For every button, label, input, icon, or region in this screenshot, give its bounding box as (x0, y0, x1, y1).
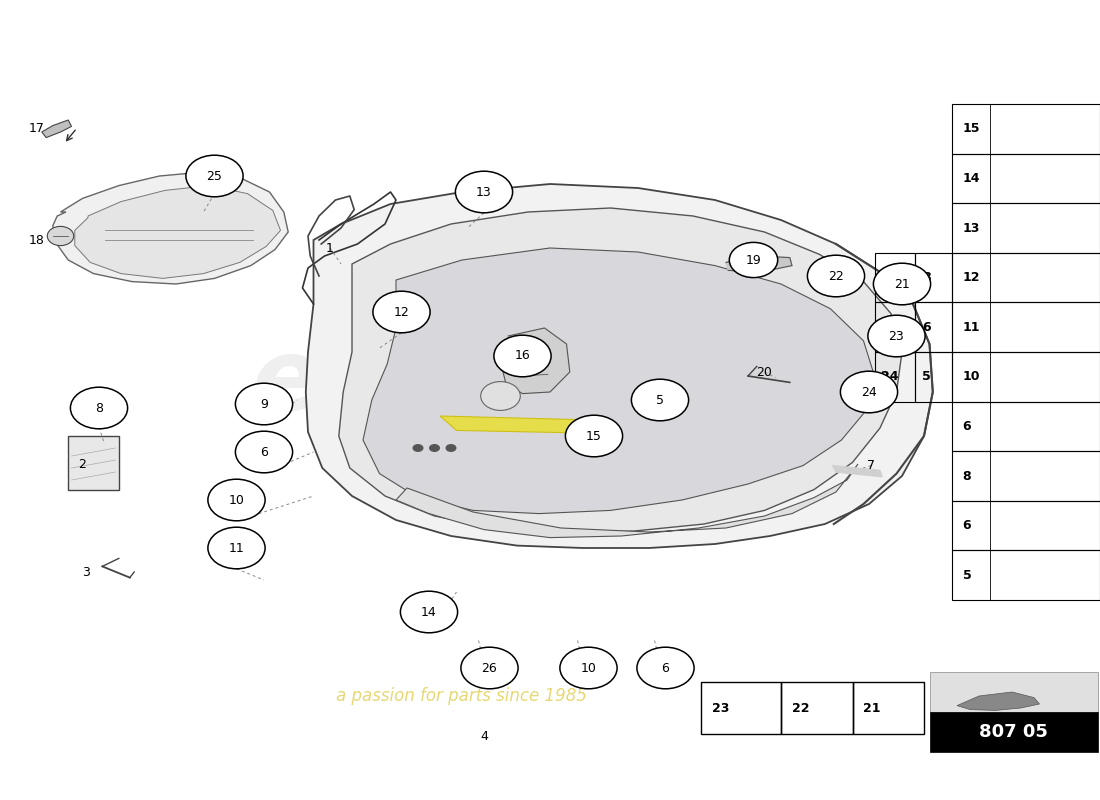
Text: 807 05: 807 05 (979, 723, 1048, 741)
Circle shape (481, 382, 520, 410)
Circle shape (186, 155, 243, 197)
Text: 6: 6 (962, 420, 971, 433)
Polygon shape (833, 466, 882, 477)
Polygon shape (930, 672, 1098, 712)
Text: 24: 24 (881, 370, 899, 383)
Text: 6: 6 (260, 446, 268, 458)
Text: 26: 26 (482, 662, 497, 674)
Text: 15: 15 (962, 122, 980, 135)
Text: 1: 1 (326, 242, 334, 254)
Circle shape (873, 263, 931, 305)
Circle shape (400, 591, 458, 633)
Text: 10: 10 (229, 494, 244, 506)
Text: 13: 13 (962, 222, 980, 234)
Text: 24: 24 (861, 386, 877, 398)
Text: 14: 14 (421, 606, 437, 618)
Text: 14: 14 (962, 172, 980, 185)
Circle shape (455, 171, 513, 213)
Circle shape (631, 379, 689, 421)
Text: 23: 23 (889, 330, 904, 342)
Text: 7: 7 (867, 459, 876, 472)
Circle shape (637, 647, 694, 689)
Text: 15: 15 (586, 430, 602, 442)
Text: 20: 20 (757, 366, 772, 378)
Text: 6: 6 (661, 662, 670, 674)
Text: 6: 6 (922, 321, 931, 334)
Text: 18: 18 (29, 234, 44, 246)
Circle shape (840, 371, 898, 413)
Text: 25: 25 (881, 321, 899, 334)
Text: 8: 8 (95, 402, 103, 414)
Text: 19: 19 (746, 254, 761, 266)
Circle shape (70, 387, 128, 429)
Text: 25: 25 (207, 170, 222, 182)
Text: europarts: europarts (252, 335, 804, 433)
Text: 11: 11 (229, 542, 244, 554)
Text: 10: 10 (581, 662, 596, 674)
Text: 6: 6 (962, 519, 971, 532)
Polygon shape (75, 186, 280, 278)
Circle shape (565, 415, 623, 457)
Text: 10: 10 (962, 370, 980, 383)
Text: 8: 8 (962, 470, 971, 482)
Circle shape (446, 444, 456, 452)
Text: 1985: 1985 (443, 347, 657, 421)
Text: a passion for parts since 1985: a passion for parts since 1985 (337, 687, 587, 705)
Text: 3: 3 (81, 566, 90, 578)
Polygon shape (500, 328, 570, 394)
Polygon shape (306, 184, 933, 548)
Polygon shape (957, 692, 1040, 710)
Text: 11: 11 (962, 321, 980, 334)
Circle shape (429, 444, 440, 452)
Polygon shape (930, 712, 1098, 752)
Polygon shape (363, 248, 874, 514)
Circle shape (412, 444, 424, 452)
Circle shape (868, 315, 925, 357)
Text: 21: 21 (864, 702, 881, 714)
Polygon shape (396, 464, 858, 538)
Text: 12: 12 (394, 306, 409, 318)
Text: 26: 26 (881, 271, 899, 284)
Circle shape (47, 226, 74, 246)
Circle shape (235, 383, 293, 425)
Text: 23: 23 (712, 702, 729, 714)
Circle shape (208, 527, 265, 569)
Circle shape (807, 255, 865, 297)
Text: 22: 22 (792, 702, 810, 714)
Text: 16: 16 (515, 350, 530, 362)
Text: 8: 8 (922, 271, 931, 284)
Circle shape (729, 242, 778, 278)
Polygon shape (339, 208, 902, 532)
Polygon shape (726, 256, 792, 272)
Text: 5: 5 (962, 569, 971, 582)
Text: 17: 17 (29, 122, 44, 134)
Text: 5: 5 (656, 394, 664, 406)
Circle shape (208, 479, 265, 521)
Circle shape (560, 647, 617, 689)
Text: 2: 2 (78, 458, 87, 470)
Text: 12: 12 (962, 271, 980, 284)
Text: 21: 21 (894, 278, 910, 290)
Polygon shape (53, 172, 288, 284)
Circle shape (494, 335, 551, 377)
Text: 9: 9 (260, 398, 268, 410)
Polygon shape (440, 416, 610, 434)
Text: 4: 4 (480, 730, 488, 742)
Text: 5: 5 (922, 370, 931, 383)
Polygon shape (68, 436, 119, 490)
Circle shape (461, 647, 518, 689)
Circle shape (235, 431, 293, 473)
Polygon shape (42, 120, 72, 138)
Text: 13: 13 (476, 186, 492, 198)
Circle shape (373, 291, 430, 333)
Text: 22: 22 (828, 270, 844, 282)
